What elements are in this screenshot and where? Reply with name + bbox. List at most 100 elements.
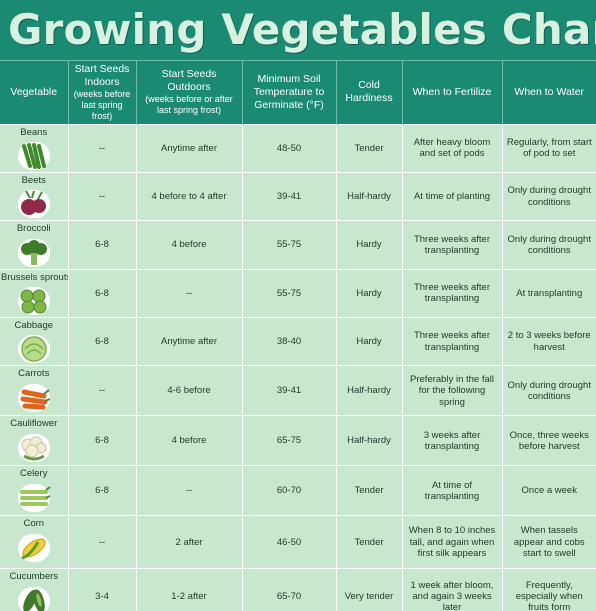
outdoors-cell: 4 before [135,220,242,270]
header-row: Vegetable Start Seeds Indoors (weeks befo… [0,60,596,124]
fertilize-cell: At time of transplanting [401,465,502,516]
vegetable-cell: Celery [0,465,68,516]
outdoors-cell: Anytime after [135,317,242,366]
water-cell: When tassels appear and cobs start to sw… [501,515,596,569]
fertilize-cell: When 8 to 10 inches tall, and again when… [401,515,502,569]
soil-temp-cell: 65-75 [241,415,336,466]
indoors-cell: -- [67,123,136,173]
indoors-cell: 3-4 [67,568,136,611]
cold-hardiness-cell: Tender [335,465,402,516]
outdoors-cell: 2 after [135,515,242,569]
soil-temp-cell: 55-75 [241,220,336,270]
water-cell: Frequently, especially when fruits form [501,568,596,611]
water-cell: Once, three weeks before harvest [501,415,596,466]
beans-icon [17,141,50,170]
vegetable-cell: Beets [0,171,68,221]
fertilize-cell: Three weeks after transplanting [401,317,502,366]
fertilize-cell: Preferably in the fall for the following… [401,365,502,416]
vegetable-cell: Cabbage [0,317,68,366]
cauliflower-icon [17,433,50,462]
water-cell: Once a week [501,465,596,516]
cold-hardiness-cell: Hardy [335,220,402,270]
vegetable-name: Broccoli [16,223,51,235]
water-cell: Only during drought conditions [501,220,596,270]
indoors-cell: 6-8 [67,268,136,318]
vegetable-cell: Corn [0,515,68,569]
vegetable-cell: Beans [0,123,68,173]
vegetable-cell: Cucumbers [0,568,68,611]
header-water: When to Water [501,60,596,124]
outdoors-cell: 1-2 after [135,568,242,611]
carrots-icon [17,383,51,412]
water-cell: Only during drought conditions [501,365,596,416]
outdoors-cell: 4 before to 4 after [135,171,242,221]
cold-hardiness-cell: Hardy [335,317,402,366]
vegetable-cell: Broccoli [0,220,68,270]
header-indoors: Start Seeds Indoors (weeks before last sp… [67,60,136,124]
soil-temp-cell: 48-50 [241,123,336,173]
outdoors-cell: Anytime after [135,123,242,173]
table-row: Cauliflower 6-8 4 before 65-75 Half-hardy 3 w… [0,415,596,466]
vegetable-name: Beets [21,174,46,186]
vegetable-name: Brussels sprouts [1,271,68,283]
page-title: Growing Vegetables Chart [8,5,596,54]
soil-temp-cell: 39-41 [241,171,336,221]
soil-temp-cell: 55-75 [241,268,336,318]
header-soil-temp: Minimum Soil Temperature to Germinate (°… [241,60,336,124]
vegetable-name: Cauliflower [10,418,58,430]
header-vegetable: Vegetable [0,60,68,124]
vegetable-name: Beans [20,126,48,138]
table-row: Beans -- Anytime after 48-50 Tender After hea… [0,123,596,173]
vegetable-name: Carrots [18,368,50,380]
indoors-cell: -- [67,515,136,569]
table-row: Broccoli 6-8 4 before 55-75 Hardy Three weeks… [0,220,596,270]
indoors-cell: 6-8 [67,317,136,366]
beets-icon [17,190,50,219]
vegetable-cell: Cauliflower [0,415,68,466]
fertilize-cell: After heavy bloom and set of pods [401,123,502,173]
table-row: Brussels sprouts 6-8 -- 55-75 Hardy Three wee… [0,268,596,318]
indoors-cell: -- [67,171,136,221]
celery-icon [17,483,51,512]
cold-hardiness-cell: Hardy [335,268,402,318]
cold-hardiness-cell: Very tender [335,568,402,611]
vegetables-table: Vegetable Start Seeds Indoors (weeks befo… [0,60,596,611]
soil-temp-cell: 38-40 [241,317,336,366]
vegetable-cell: Brussels sprouts [0,268,68,318]
indoors-cell: -- [67,365,136,416]
cold-hardiness-cell: Tender [335,123,402,173]
indoors-cell: 6-8 [67,415,136,466]
water-cell: Regularly, from start of pod to set [501,123,596,173]
cucumbers-icon [17,586,50,611]
brussels-sprouts-icon [17,287,50,316]
table-row: Cucumbers 3-4 1-2 after 65-70 Very tender 1 w… [0,568,596,611]
cold-hardiness-cell: Half-hardy [335,365,402,416]
cabbage-icon [17,335,50,364]
fertilize-cell: Three weeks after transplanting [401,220,502,270]
header-cold-hardiness: Cold Hardiness [335,60,402,124]
cold-hardiness-cell: Tender [335,515,402,569]
outdoors-cell: 4-6 before [135,365,242,416]
corn-icon [17,533,50,562]
fertilize-cell: Three weeks after transplanting [401,268,502,318]
cold-hardiness-cell: Half-hardy [335,415,402,466]
cold-hardiness-cell: Half-hardy [335,171,402,221]
soil-temp-cell: 39-41 [241,365,336,416]
water-cell: 2 to 3 weeks before harvest [501,317,596,366]
outdoors-cell: -- [135,465,242,516]
header-outdoors: Start Seeds Outdoors (weeks before or aft… [135,60,242,124]
outdoors-cell: -- [135,268,242,318]
fertilize-cell: 1 week after bloom, and again 3 weeks la… [401,568,502,611]
table-row: Cabbage 6-8 Anytime after 38-40 Hardy Three w… [0,317,596,366]
vegetable-name: Cucumbers [9,571,59,583]
vegetable-name: Celery [20,468,48,480]
title-bar: Growing Vegetables Chart [0,0,596,60]
vegetable-name: Cabbage [14,320,54,332]
indoors-cell: 6-8 [67,465,136,516]
table-row: Corn -- 2 after 46-50 Tender When 8 to 10 inc… [0,515,596,569]
table-row: Carrots -- 4-6 before 39-41 Half-hardy Prefer… [0,365,596,416]
header-fertilize: When to Fertilize [401,60,502,124]
fertilize-cell: 3 weeks after transplanting [401,415,502,466]
broccoli-icon [17,238,50,267]
